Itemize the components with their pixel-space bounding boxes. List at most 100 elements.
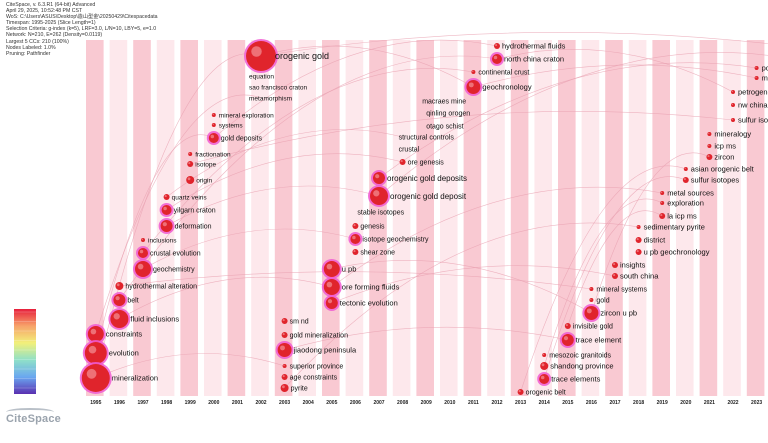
- keyword-label: superior province: [290, 363, 344, 370]
- link: [142, 228, 356, 270]
- year-label: 1998: [161, 400, 172, 406]
- year-stripe: [133, 40, 151, 396]
- node: [277, 343, 292, 357]
- node: [731, 90, 735, 94]
- node-highlight: [282, 385, 285, 389]
- node: [281, 332, 288, 338]
- node-highlight: [116, 283, 120, 287]
- keyword-label: metal sources: [667, 189, 714, 198]
- node-highlight: [590, 298, 592, 301]
- node-highlight: [755, 66, 757, 69]
- keyword-label: yilgarn craton: [174, 207, 216, 214]
- keyword-label: geochemistry: [153, 266, 195, 273]
- year-stripe: [487, 40, 505, 396]
- keyword-label: sulfur isotope: [738, 116, 768, 125]
- year-stripe: [251, 40, 269, 396]
- keyword-label: age constraints: [290, 374, 338, 381]
- link: [260, 32, 768, 57]
- keyword-label: hydrothermal fluids: [502, 42, 566, 51]
- link: [378, 52, 768, 197]
- keyword-label: geochronology: [482, 83, 531, 92]
- year-label: 2014: [539, 400, 550, 406]
- keyword-label: shandong province: [550, 362, 613, 371]
- node-highlight: [636, 238, 639, 241]
- node: [706, 154, 713, 160]
- node-highlight: [353, 250, 356, 253]
- node-highlight: [326, 281, 333, 288]
- node: [323, 279, 340, 295]
- year-stripe: [298, 40, 316, 396]
- year-label: 2015: [562, 400, 573, 406]
- color-legend: [14, 309, 36, 394]
- node: [211, 123, 216, 127]
- node: [325, 297, 338, 309]
- keyword-label: inclusions: [148, 237, 177, 244]
- node-highlight: [212, 113, 214, 116]
- keyword-label: deformation: [175, 223, 212, 230]
- keyword-label: u pb: [342, 265, 357, 274]
- year-label: 2010: [444, 400, 455, 406]
- brand-swoosh-icon: [6, 408, 54, 416]
- node-highlight: [586, 308, 592, 314]
- keyword-label: otago schist: [426, 123, 463, 130]
- node-highlight: [636, 250, 639, 253]
- keyword-label: constraints: [106, 330, 143, 339]
- node-highlight: [708, 132, 710, 135]
- year-stripe: [605, 40, 623, 396]
- node-highlight: [613, 274, 616, 277]
- meta-line: Network: N=210, E=262 (Density=0.0119): [6, 32, 103, 39]
- keyword-label: macraes mine: [422, 98, 466, 105]
- link: [260, 45, 474, 88]
- node-highlight: [542, 353, 545, 356]
- link: [331, 265, 616, 304]
- year-label: 1995: [90, 400, 101, 406]
- node-highlight: [283, 364, 285, 367]
- keyword-label: fractionation: [195, 151, 231, 158]
- year-label: 2009: [421, 400, 432, 406]
- node-highlight: [637, 225, 639, 228]
- node: [635, 237, 642, 243]
- keyword-label: qinling orogen: [426, 110, 470, 117]
- keyword-label: crustal evolution: [150, 250, 201, 257]
- year-stripe: [723, 40, 741, 396]
- node: [399, 159, 406, 165]
- keyword-label: trace element: [576, 336, 622, 345]
- meta-line: April 29, 2025, 10:52:48 PM CST: [6, 8, 83, 15]
- link: [119, 276, 332, 320]
- node: [135, 261, 151, 277]
- year-stripe: [440, 40, 458, 396]
- year-label: 2003: [279, 400, 290, 406]
- year-label: 2004: [303, 400, 314, 406]
- node-highlight: [518, 390, 521, 393]
- node-highlight: [493, 55, 498, 60]
- year-label: 2006: [350, 400, 361, 406]
- node: [494, 43, 500, 49]
- keyword-label: origin: [196, 177, 212, 184]
- year-stripes: [86, 40, 765, 396]
- node: [163, 194, 170, 200]
- year-stripe: [746, 40, 765, 396]
- node: [113, 294, 126, 306]
- node: [186, 176, 195, 184]
- node: [540, 362, 549, 370]
- keyword-label: belt: [127, 297, 138, 304]
- node: [659, 213, 666, 219]
- node: [731, 118, 735, 122]
- node-highlight: [162, 222, 167, 227]
- node-highlight: [683, 178, 686, 181]
- link: [119, 271, 592, 290]
- node-highlight: [280, 345, 285, 351]
- node: [188, 152, 193, 156]
- keyword-label: systems: [219, 122, 244, 129]
- node-highlight: [188, 152, 191, 155]
- node: [115, 282, 124, 290]
- keyword-label: ore genesis: [408, 159, 445, 166]
- keyword-label: la icp ms: [667, 212, 697, 221]
- node-highlight: [282, 319, 285, 322]
- node-highlight: [495, 44, 498, 47]
- year-stripe: [156, 40, 175, 396]
- node: [731, 103, 735, 107]
- year-stripe: [628, 40, 647, 396]
- citespace-logo: CiteSpace: [6, 413, 61, 425]
- year-label: 2007: [373, 400, 384, 406]
